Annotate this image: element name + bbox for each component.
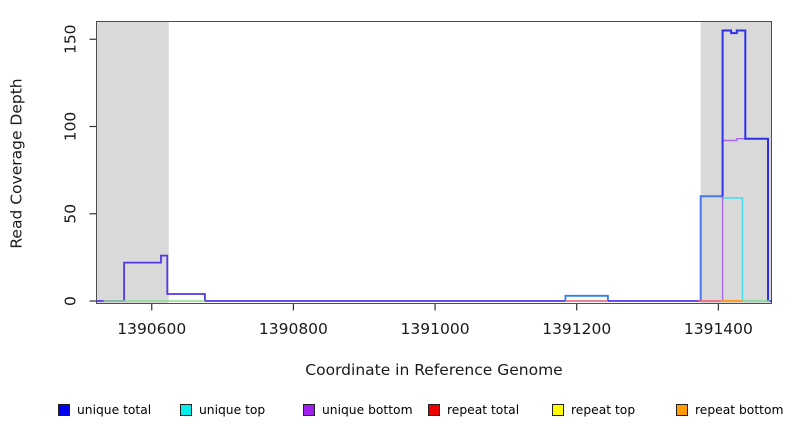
legend-label: unique top [199,403,266,417]
legend-swatch [303,404,315,416]
y-tick-label: 0 [62,296,80,306]
legend-label: unique bottom [322,403,413,417]
legend-label: repeat bottom [695,403,784,417]
legend-label: repeat top [571,403,636,417]
legend-swatch [676,404,688,416]
y-axis-title: Read Coverage Depth [7,78,26,249]
unique-total-bump [564,294,609,301]
x-tick-label: 1391200 [542,320,611,338]
plot-svg: 1390600 1390800 1391000 1391200 1391400 0 50 10… [62,21,772,338]
unique-total-rise [699,195,723,301]
y-tick-label: 150 [62,24,80,54]
legend-swatch [58,404,70,416]
x-tick-label: 1391000 [401,320,470,338]
highlight-region-left [96,21,169,304]
legend-swatch [552,404,564,416]
x-axis-title: Coordinate in Reference Genome [305,361,563,379]
legend-item-unique-total: unique total [58,400,151,420]
legend-item-repeat-total: repeat total [428,400,519,420]
x-tick-label: 1390600 [117,320,186,338]
legend-item-repeat-bottom: repeat bottom [676,400,783,420]
legend-swatch [428,404,440,416]
plot-canvas: 1390600 1390800 1391000 1391200 1391400 0 50 10… [62,21,772,338]
legend: unique total unique top unique bottom repea… [0,400,792,422]
legend-swatch [180,404,192,416]
legend-item-unique-bottom: unique bottom [303,400,413,420]
legend-label: unique total [77,403,152,417]
plot-border [96,21,772,304]
y-tick-label: 50 [62,204,80,224]
unique-total-peak [721,29,772,302]
y-tick-label: 100 [62,112,80,142]
x-tick-label: 1391400 [684,320,753,338]
unique-total-left [96,254,566,302]
legend-label: repeat total [447,403,520,417]
x-tick-label: 1390800 [259,320,328,338]
highlight-region-right [700,21,772,304]
legend-item-unique-top: unique top [180,400,265,420]
legend-item-repeat-top: repeat top [552,400,635,420]
